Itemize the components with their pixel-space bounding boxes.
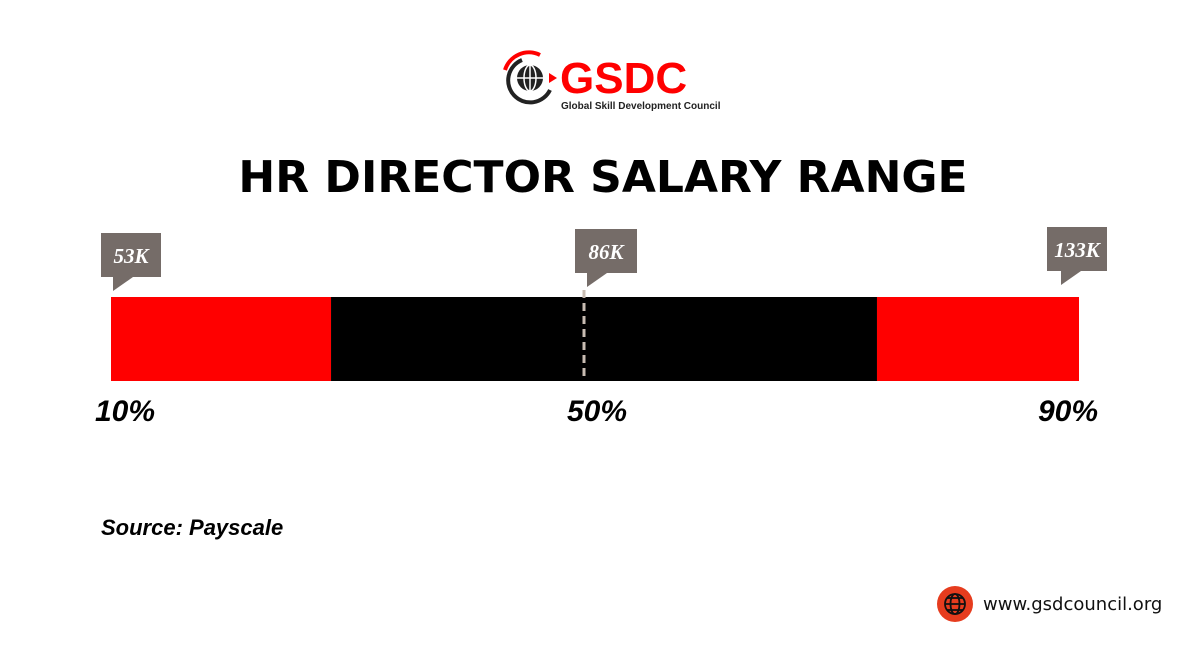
range-bar (111, 297, 1079, 381)
logo-globe-icon (503, 50, 557, 105)
callout-bubble-90pct (1047, 227, 1107, 285)
source-note: Source: Payscale (101, 515, 283, 540)
bar-segment-1 (111, 297, 332, 381)
website-link[interactable]: www.gsdcouncil.org (937, 586, 1162, 622)
callout-value-90pct: 133K (1054, 238, 1102, 262)
callout-value-50pct: 86K (588, 240, 625, 264)
bar-segment-2 (331, 297, 877, 381)
logo-tagline: Global Skill Development Council (561, 101, 721, 112)
logo-wordmark: GSDC (560, 54, 687, 103)
website-url[interactable]: www.gsdcouncil.org (983, 594, 1162, 615)
percentile-label-90pct: 90% (1038, 395, 1098, 428)
callout-bubble-10pct (101, 233, 161, 291)
chart-title: HR DIRECTOR SALARY RANGE (238, 152, 967, 203)
callout-value-10pct: 53K (113, 244, 150, 268)
percentile-markers: 53K 10% 86K 50% 133K 90% (95, 227, 1107, 428)
callout-bubble-50pct (575, 229, 637, 287)
gsdc-logo: GSDC Global Skill Development Council (503, 50, 721, 112)
globe-icon-lines (944, 593, 966, 615)
bar-segment-3 (876, 297, 1079, 381)
percentile-label-50pct: 50% (567, 395, 627, 428)
percentile-label-10pct: 10% (95, 395, 155, 428)
